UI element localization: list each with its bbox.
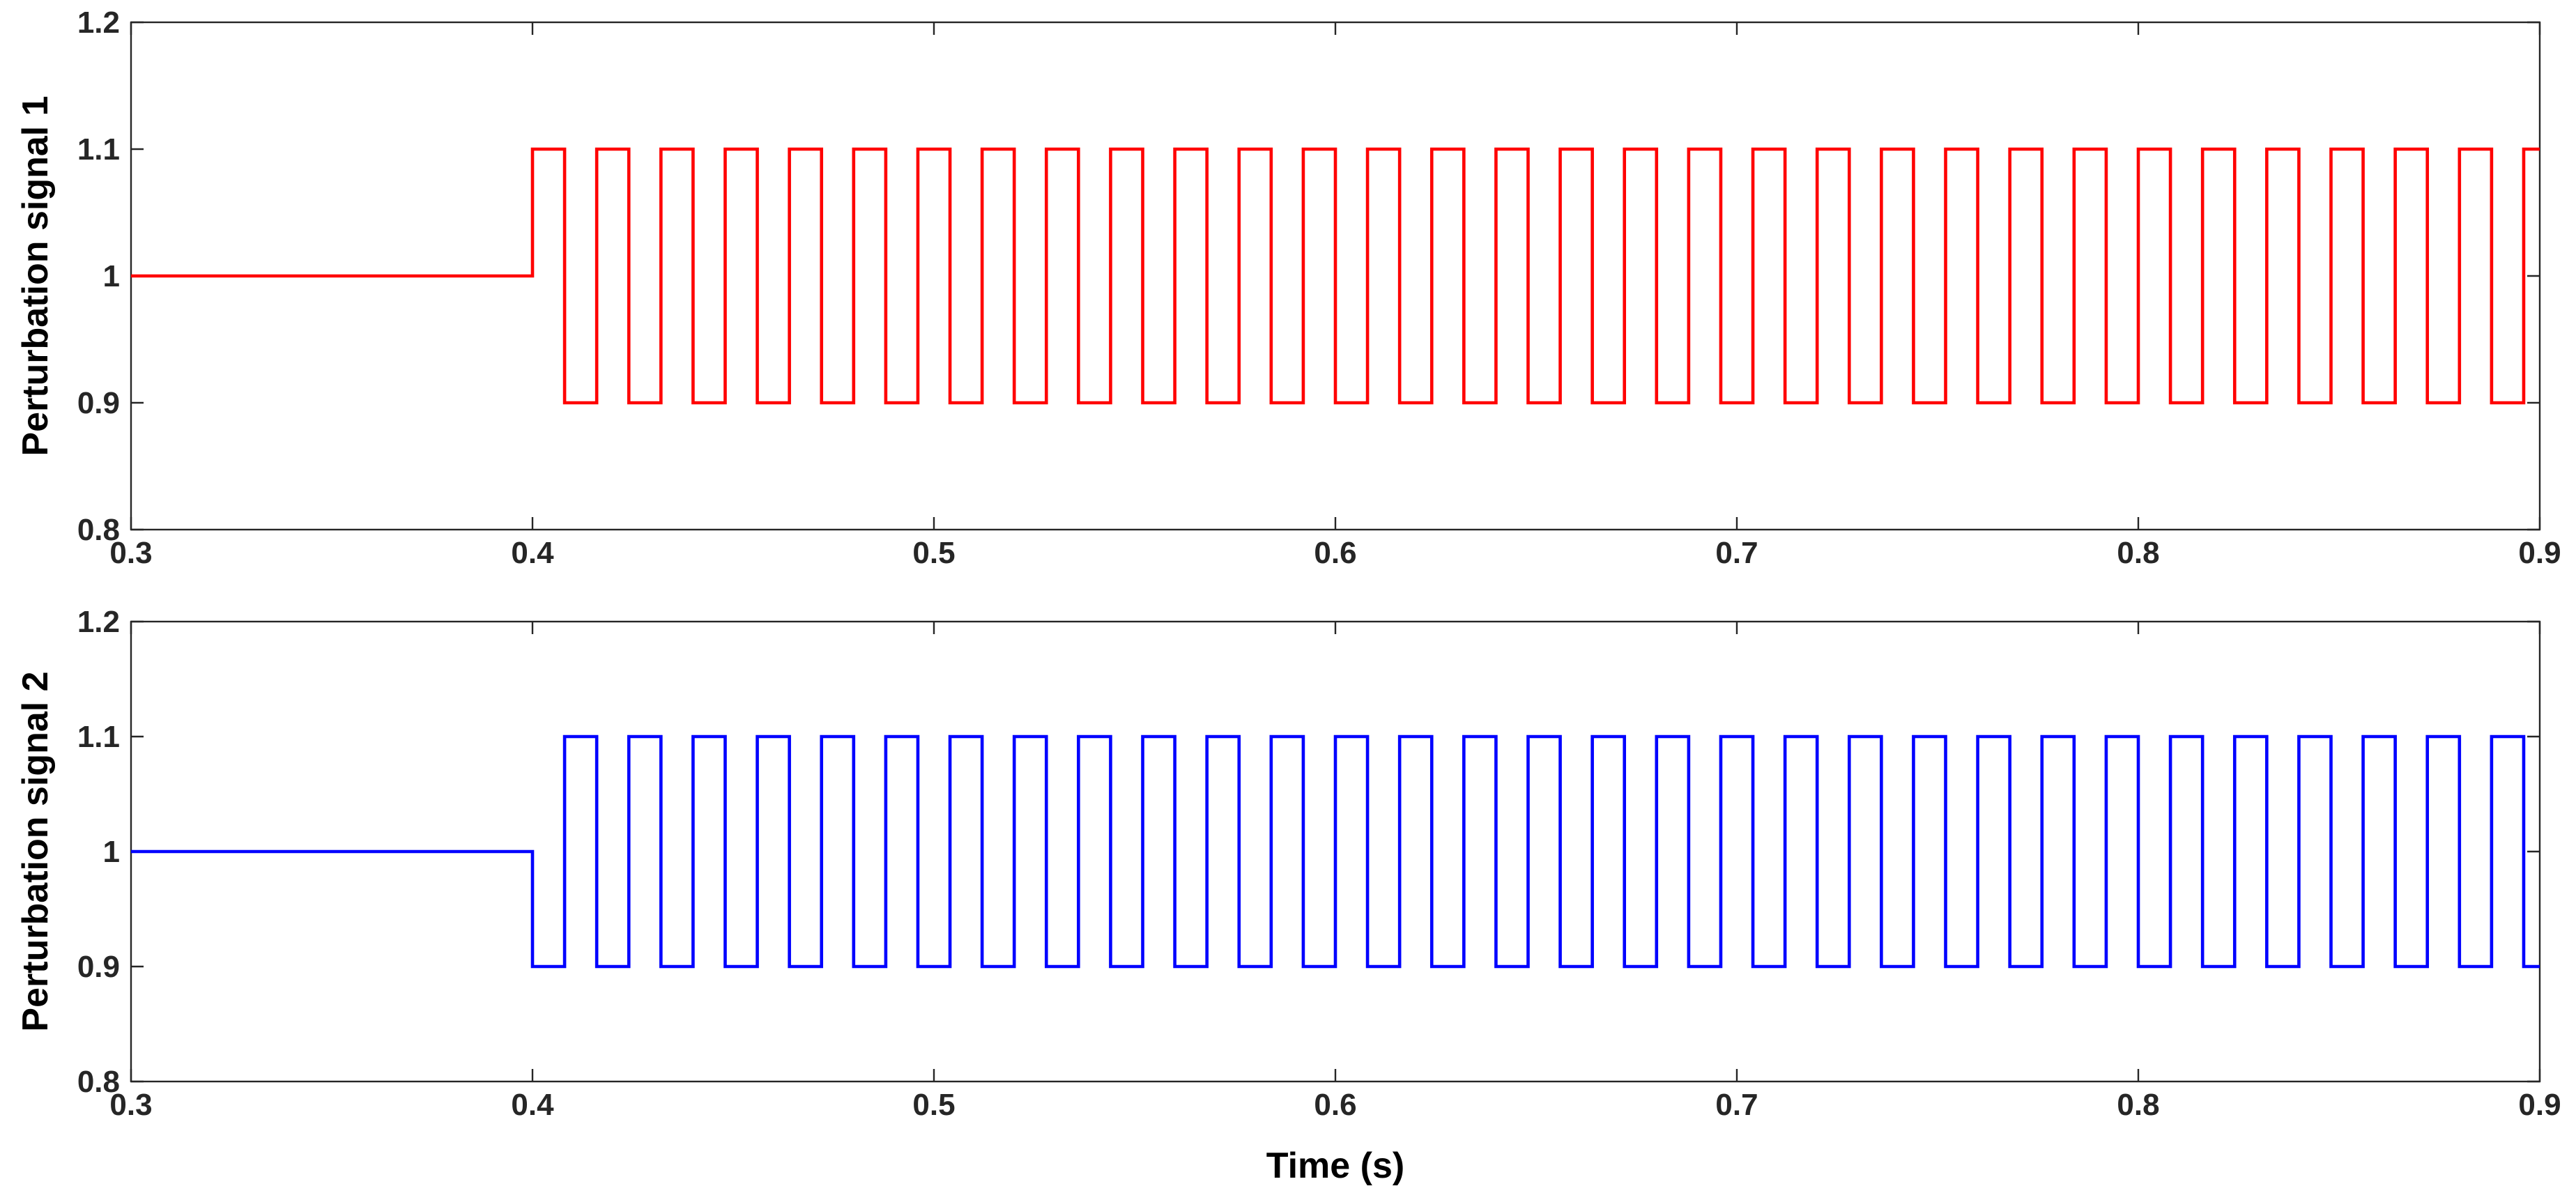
y-tick-label-2-3: 1.1	[77, 720, 120, 754]
series-line-1	[131, 147, 2540, 405]
ylabel-1: Perturbation signal 1	[15, 95, 56, 456]
subplot-perturbation-signal-2: 0.3 0.4 0.5 0.6 0.7 0.8 0.9 0.8 0.9 1 1.1 1.2 Pertu…	[15, 605, 2561, 1186]
tick-group-1: 0.3 0.4 0.5 0.6 0.7 0.8 0.9 0.8 0.9 1 1.1 1.2	[77, 6, 2561, 570]
x-tick-label-2-4: 0.7	[1715, 1088, 1758, 1122]
x-tick-label-1-4: 0.7	[1715, 536, 1758, 570]
x-tick-label-2-1: 0.4	[511, 1088, 554, 1122]
x-tick-label-1-0: 0.3	[109, 536, 152, 570]
x-tick-label-2-6: 0.9	[2518, 1088, 2561, 1122]
y-tick-label-1-0: 0.8	[77, 513, 120, 547]
x-tick-label-2-0: 0.3	[109, 1088, 152, 1122]
y-tick-label-2-4: 1.2	[77, 605, 120, 639]
xlabel-2: Time (s)	[1266, 1146, 1404, 1186]
x-tick-label-2-5: 0.8	[2117, 1088, 2159, 1122]
y-tick-label-2-2: 1	[103, 835, 120, 869]
y-tick-label-2-0: 0.8	[77, 1065, 120, 1099]
ylabel-2: Perturbation signal 2	[15, 671, 56, 1031]
y-tick-label-1-4: 1.2	[77, 6, 120, 40]
x-tick-label-2-3: 0.6	[1314, 1088, 1356, 1122]
y-tick-label-2-1: 0.9	[77, 950, 120, 984]
x-tick-label-1-6: 0.9	[2518, 536, 2561, 570]
series-line-2	[131, 734, 2540, 969]
subplot-perturbation-signal-1: 0.3 0.4 0.5 0.6 0.7 0.8 0.9 0.8 0.9 1 1.1 1.2 Pertu…	[15, 6, 2561, 570]
y-tick-label-1-3: 1.1	[77, 132, 120, 167]
x-tick-label-1-1: 0.4	[511, 536, 554, 570]
x-tick-label-2-2: 0.5	[912, 1088, 955, 1122]
tick-group-2: 0.3 0.4 0.5 0.6 0.7 0.8 0.9 0.8 0.9 1 1.1 1.2	[77, 605, 2561, 1122]
y-tick-label-1-1: 0.9	[77, 386, 120, 420]
x-tick-label-1-5: 0.8	[2117, 536, 2159, 570]
x-tick-label-1-2: 0.5	[912, 536, 955, 570]
y-tick-label-1-2: 1	[103, 259, 120, 293]
x-tick-label-1-3: 0.6	[1314, 536, 1356, 570]
